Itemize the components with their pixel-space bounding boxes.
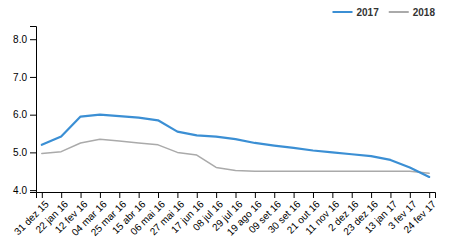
y-tick-label: 5.0 (13, 147, 27, 158)
legend: 2017 2018 (333, 7, 436, 18)
x-tick-mark (313, 192, 314, 198)
x-tick-mark (371, 192, 372, 198)
y-tick: 4.0 (13, 185, 36, 196)
y-tick-mark (30, 190, 36, 191)
x-tick-mark (390, 192, 391, 198)
y-tick: 5.0 (13, 147, 36, 158)
y-tick-mark (30, 115, 36, 116)
x-tick-mark (42, 192, 43, 198)
y-tick-mark (30, 77, 36, 78)
x-tick-mark (274, 192, 275, 198)
y-tick: 8.0 (13, 34, 36, 45)
x-tick-mark (294, 192, 295, 198)
x-tick-mark (119, 192, 120, 198)
y-tick-label: 4.0 (13, 185, 27, 196)
chart: 4.0 5.0 6.0 7.0 8.0 31 dez 1522 jan 1612 fev … (0, 0, 451, 244)
plot: 4.0 5.0 6.0 7.0 8.0 31 dez 1522 jan 1612 fev … (12, 27, 439, 238)
legend-swatch (389, 11, 409, 13)
legend-swatch (333, 11, 353, 13)
x-axis: 31 dez 1522 jan 1612 fev 1604 mar 1625 m… (12, 192, 439, 238)
lines (42, 115, 429, 177)
legend-item: 2018 (389, 7, 436, 18)
y-tick-label: 6.0 (13, 109, 27, 120)
x-tick-mark (236, 192, 237, 198)
y-tick: 7.0 (13, 72, 36, 83)
y-tick-label: 8.0 (13, 34, 27, 45)
y-tick-mark (30, 39, 36, 40)
x-tick-mark (197, 192, 198, 198)
x-tick-mark (139, 192, 140, 198)
x-tick-mark (177, 192, 178, 198)
x-tick-mark (100, 192, 101, 198)
x-tick: 24 fev 17 (401, 192, 438, 235)
series-line (42, 115, 429, 177)
x-tick-mark (332, 192, 333, 198)
legend-item: 2017 (333, 7, 380, 18)
legend-label: 2017 (357, 7, 380, 18)
x-tick-mark (352, 192, 353, 198)
y-axis-line (30, 27, 37, 193)
x-tick-mark (81, 192, 82, 198)
x-tick-mark (255, 192, 256, 198)
y-tick-mark (30, 152, 36, 153)
x-tick-label: 24 fev 17 (401, 198, 438, 235)
x-tick-mark (158, 192, 159, 198)
x-tick-mark (410, 192, 411, 198)
x-tick-mark (216, 192, 217, 198)
x-tick-mark (429, 192, 430, 198)
y-tick-label: 7.0 (13, 72, 27, 83)
legend-label: 2018 (413, 7, 436, 18)
x-axis-line (37, 193, 436, 199)
x-tick-mark (61, 192, 62, 198)
y-tick: 6.0 (13, 109, 36, 120)
y-axis: 4.0 5.0 6.0 7.0 8.0 (13, 27, 36, 196)
